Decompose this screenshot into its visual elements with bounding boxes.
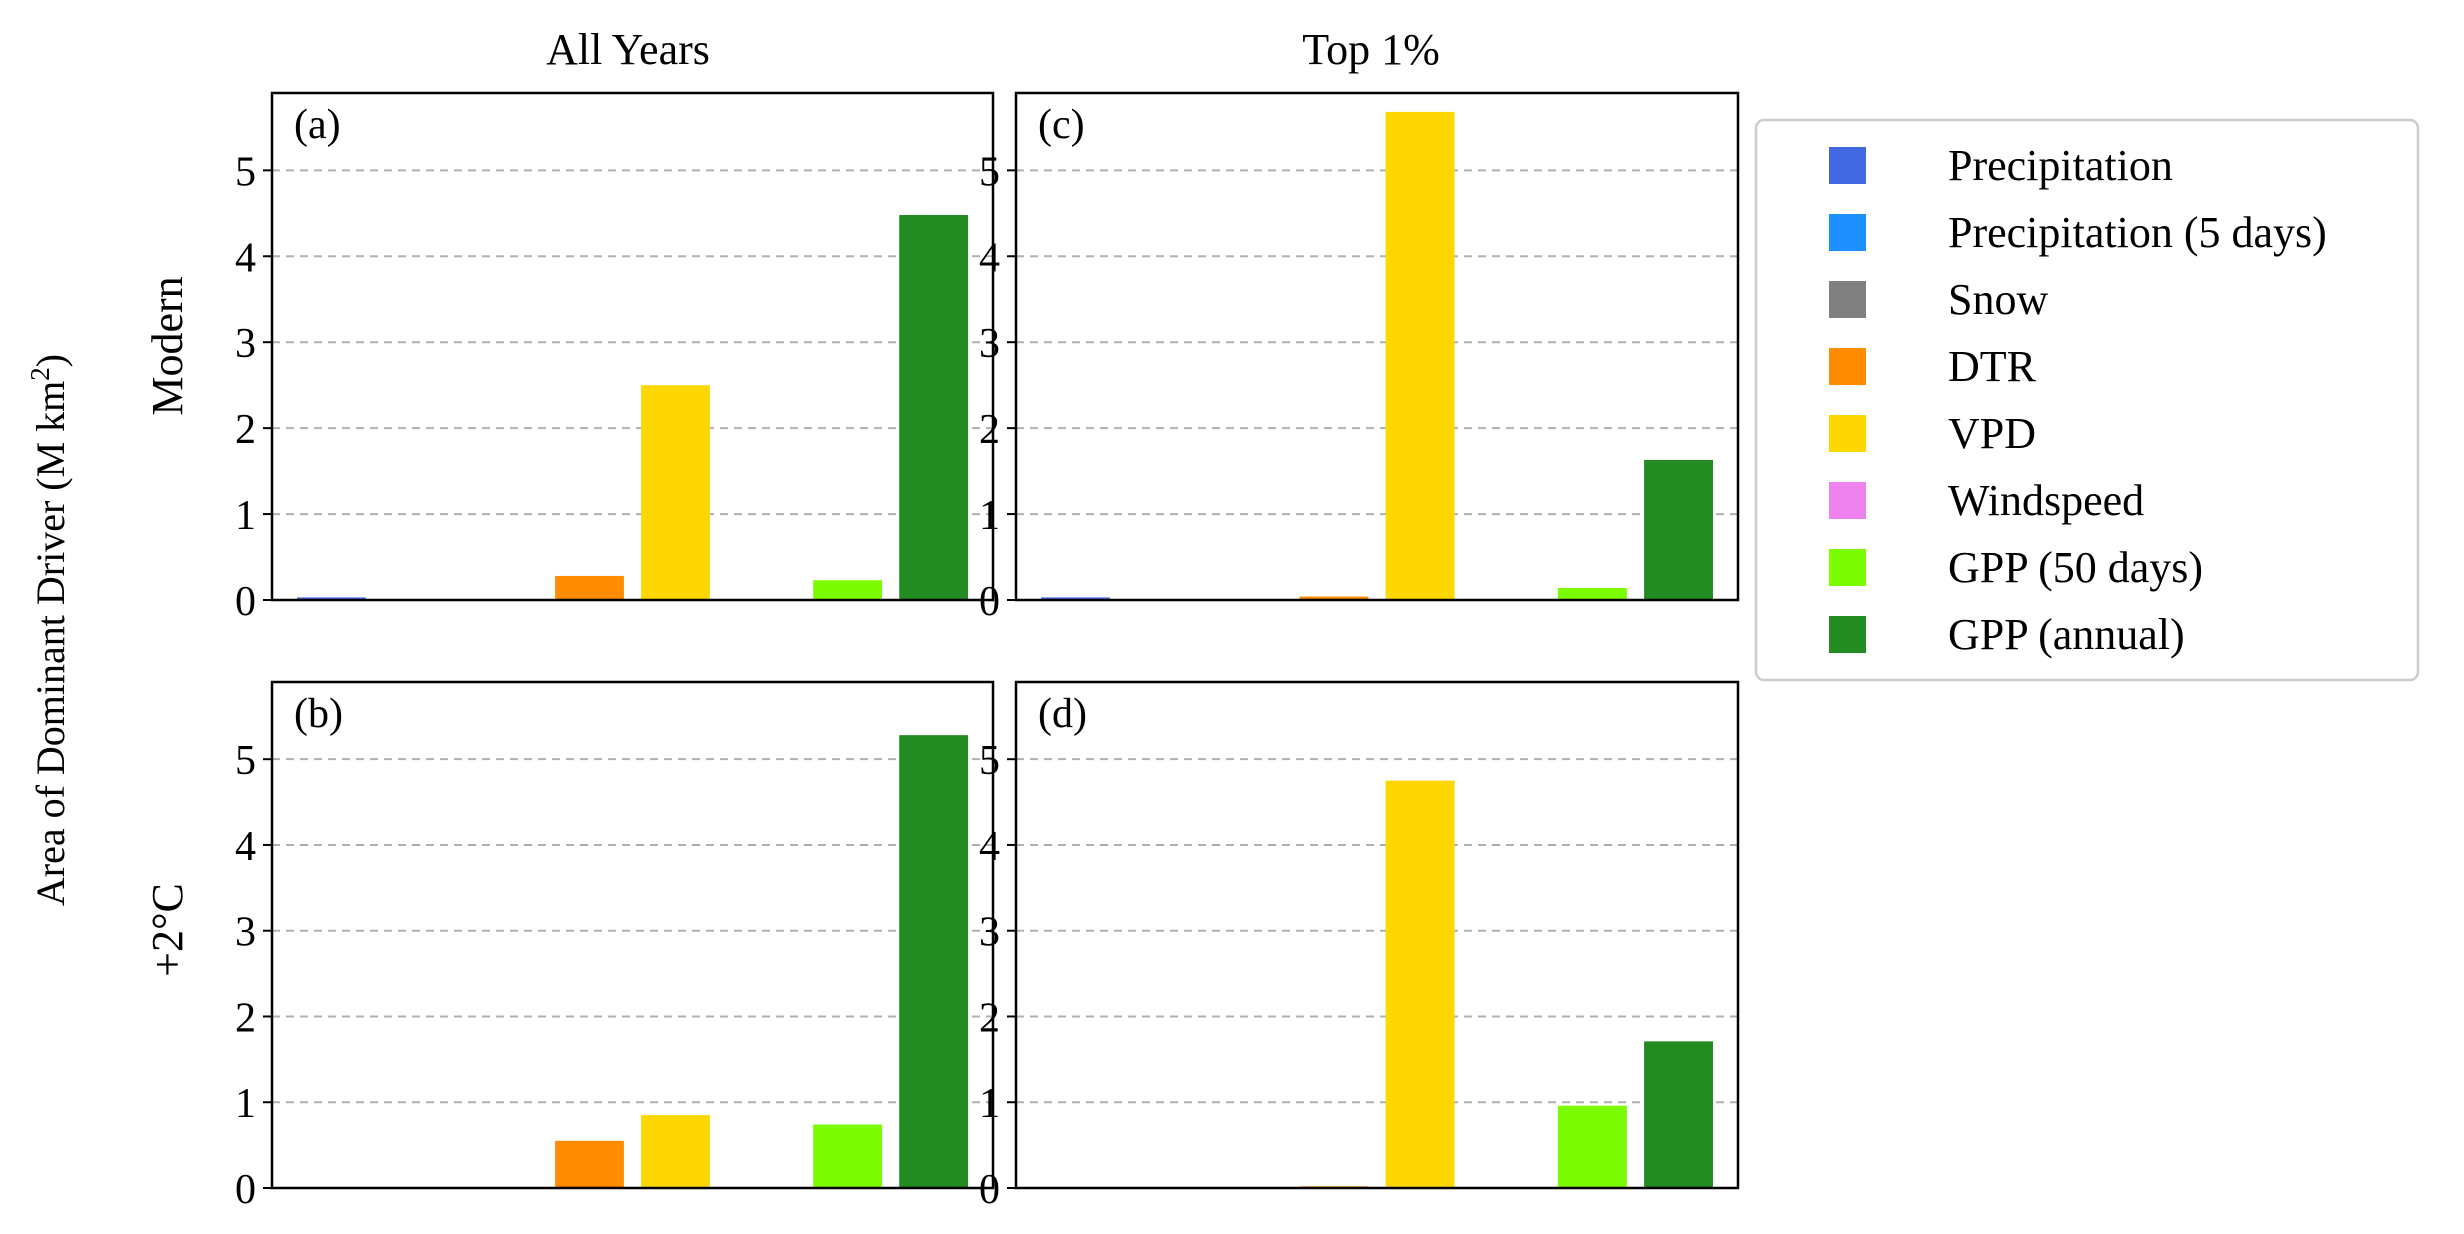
row-label-modern: Modern <box>143 276 192 415</box>
legend-frame <box>1754 118 2420 682</box>
axes-frame <box>1014 91 1740 602</box>
legend-label: Windspeed <box>1948 476 2144 525</box>
panel-label: (d) <box>1038 691 1087 737</box>
legend-label: GPP (annual) <box>1948 610 2185 659</box>
y-tick-label: 3 <box>235 321 256 367</box>
y-tick-label: 1 <box>979 1081 1000 1127</box>
y-tick-label: 4 <box>235 824 256 870</box>
y-tick-label: 5 <box>235 149 256 195</box>
y-tick-label: 3 <box>235 910 256 956</box>
legend-label: VPD <box>1948 409 2036 458</box>
y-tick-label: 5 <box>235 738 256 784</box>
y-tick-label: 0 <box>979 1167 1000 1213</box>
column-title-top-1pct: Top 1% <box>1302 25 1439 74</box>
bar-precipitation <box>296 597 366 600</box>
bar-gpp-annual <box>899 735 969 1188</box>
y-tick-label: 2 <box>235 995 256 1041</box>
y-tick-label: 0 <box>979 579 1000 625</box>
bar-vpd <box>1385 780 1455 1188</box>
legend-label: GPP (50 days) <box>1948 543 2203 592</box>
bar-vpd <box>1385 111 1455 600</box>
legend-label: Precipitation <box>1948 141 2173 190</box>
panel-c: 0 1 2 3 4 5 (c) <box>979 91 1740 625</box>
legend-label: Precipitation (5 days) <box>1948 208 2327 257</box>
legend-swatch <box>1829 415 1866 452</box>
panel-d: 0 1 2 3 4 5 (d) <box>979 680 1740 1213</box>
y-tick-label: 4 <box>979 824 1000 870</box>
y-tick-label: 4 <box>979 235 1000 281</box>
y-tick-label: 3 <box>979 321 1000 367</box>
bar-gpp-annual <box>1644 1041 1714 1188</box>
bar-gpp-50-days <box>1557 1105 1627 1188</box>
y-tick-label: 1 <box>979 493 1000 539</box>
y-tick-label: 2 <box>979 995 1000 1041</box>
bar-gpp-annual <box>899 215 969 600</box>
bar-vpd <box>641 385 710 600</box>
bar-dtr <box>555 575 624 600</box>
legend-label: DTR <box>1948 342 2037 391</box>
bar-gpp-annual <box>1644 459 1714 600</box>
panel-b: 0 1 2 3 4 5 (b) <box>235 680 995 1213</box>
legend-swatch <box>1829 482 1866 519</box>
axes-frame <box>270 91 995 602</box>
y-tick-label: 5 <box>979 149 1000 195</box>
y-tick-label: 5 <box>979 738 1000 784</box>
legend-swatch <box>1829 147 1866 184</box>
legend: Precipitation Precipitation (5 days) Snow D… <box>1754 118 2420 682</box>
y-tick-label: 2 <box>979 407 1000 453</box>
axes-frame <box>1014 680 1740 1190</box>
y-tick-label: 2 <box>235 407 256 453</box>
axes-frame <box>270 680 995 1190</box>
y-tick-label: 1 <box>235 493 256 539</box>
legend-label: Snow <box>1948 275 2048 324</box>
panel-label: (a) <box>294 102 341 148</box>
bar-gpp-50-days <box>813 1124 883 1188</box>
legend-swatch <box>1829 281 1866 318</box>
column-title-all-years: All Years <box>546 25 710 74</box>
panel-label: (b) <box>294 691 343 737</box>
y-tick-label: 1 <box>235 1081 256 1127</box>
bar-dtr <box>555 1140 624 1188</box>
y-tick-label: 3 <box>979 910 1000 956</box>
bar-gpp-50-days <box>1557 587 1627 600</box>
legend-swatch <box>1829 348 1866 385</box>
panel-label: (c) <box>1038 102 1085 148</box>
legend-swatch <box>1829 214 1866 251</box>
bar-precipitation <box>1040 597 1110 600</box>
y-tick-label: 4 <box>235 235 256 281</box>
panel-a: 0 1 2 3 4 5 (a) <box>235 91 995 625</box>
row-label-plus-2c: +2°C <box>143 883 192 977</box>
bar-dtr <box>1299 596 1369 600</box>
legend-swatch <box>1829 549 1866 586</box>
y-axis-label: Area of Dominant Driver (M km2) <box>25 354 73 906</box>
legend-swatch <box>1829 616 1866 653</box>
bar-gpp-50-days <box>813 580 883 600</box>
y-tick-label: 0 <box>235 1167 256 1213</box>
y-tick-label: 0 <box>235 579 256 625</box>
bar-vpd <box>641 1115 710 1188</box>
